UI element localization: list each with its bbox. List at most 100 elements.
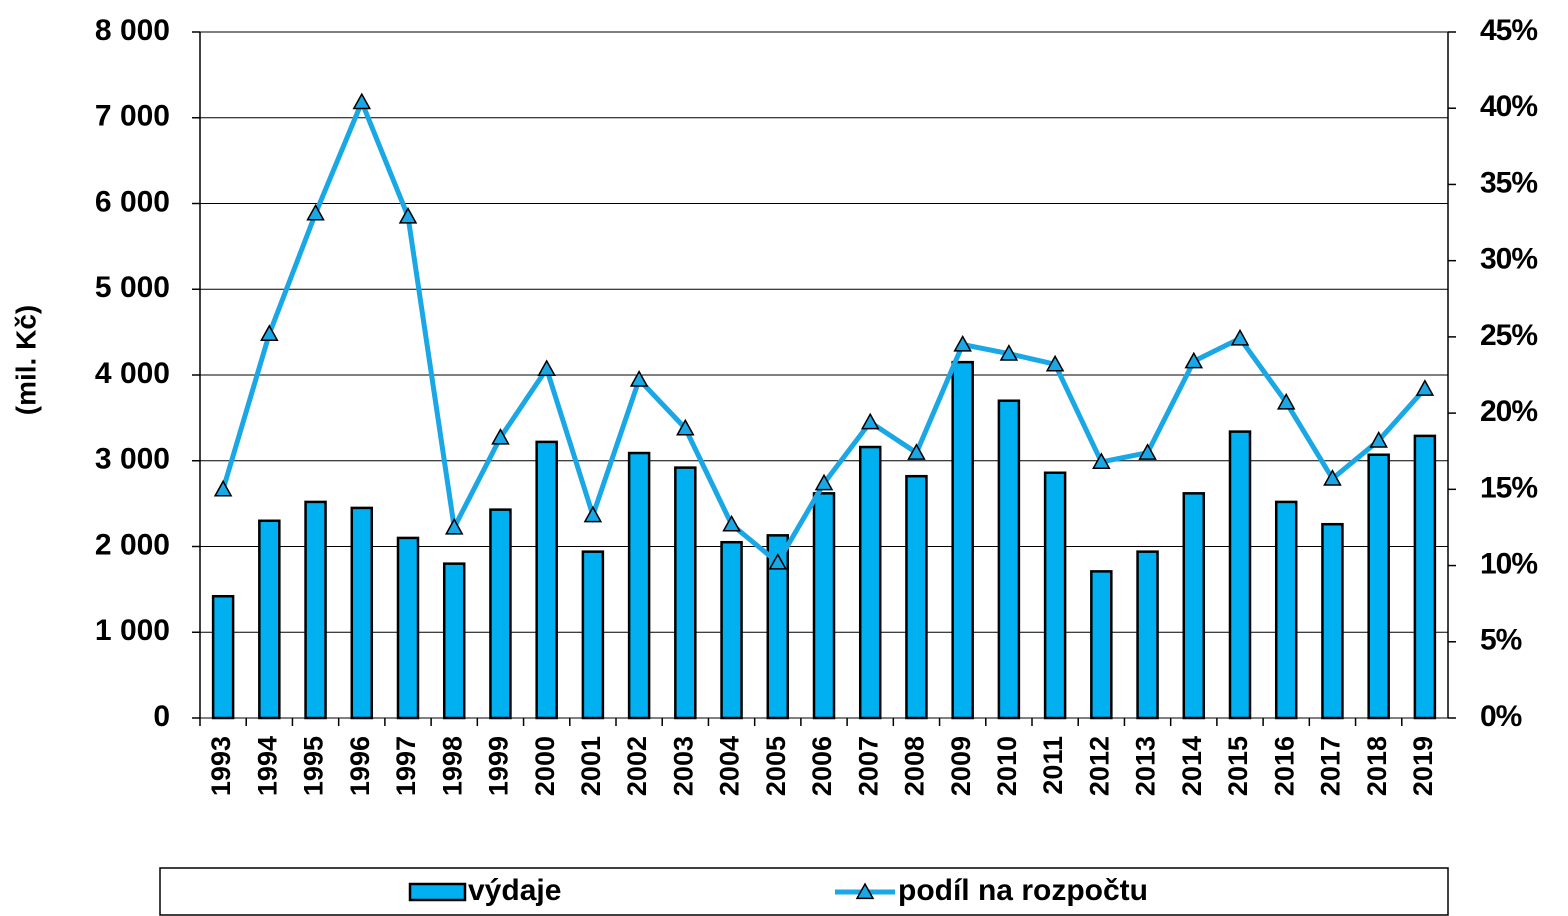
bar: [905, 474, 928, 720]
x-tick-label: 2009: [946, 736, 976, 796]
marker: [306, 203, 325, 221]
marker: [860, 412, 880, 430]
marker: [537, 359, 556, 377]
marker: [676, 418, 695, 436]
x-tick-label: 2002: [622, 736, 652, 796]
bar: [1413, 434, 1437, 720]
marker: [814, 473, 834, 491]
x-tick-label: 1993: [206, 736, 236, 796]
y2-tick-label: 15%: [1480, 471, 1537, 504]
legend-swatch: [408, 882, 467, 902]
marker: [213, 479, 233, 497]
x-tick-label: 2016: [1269, 736, 1299, 796]
y-tick-label: 2 000: [95, 528, 170, 561]
x-tick-label: 1996: [345, 736, 375, 796]
marker: [907, 443, 926, 460]
bar: [627, 451, 651, 720]
y-tick-label: 6 000: [95, 185, 170, 218]
marker: [1045, 354, 1065, 372]
x-tick-label: 2012: [1084, 736, 1114, 796]
marker: [491, 427, 510, 445]
y-tick-label: 4 000: [95, 357, 170, 390]
y2-tick-label: 5%: [1480, 624, 1522, 657]
bar: [1367, 453, 1390, 720]
y-tick-label: 5 000: [95, 271, 170, 304]
marker: [722, 514, 741, 532]
marker: [1092, 452, 1111, 470]
marker: [444, 517, 464, 535]
marker: [1369, 431, 1388, 448]
x-tick-label: 2019: [1408, 736, 1438, 796]
marker: [953, 334, 972, 352]
x-tick-label: 2006: [807, 736, 837, 796]
x-tick-label: 2004: [715, 736, 745, 796]
x-tick-label: 1994: [252, 736, 282, 796]
x-tick-label: 2015: [1223, 736, 1253, 796]
bar: [766, 534, 790, 720]
bar: [258, 519, 281, 720]
legend-label: podíl na rozpočtu: [898, 874, 1148, 907]
y2-tick-label: 0%: [1480, 700, 1522, 733]
bar: [304, 500, 327, 720]
x-tick-label: 2011: [1038, 736, 1068, 795]
legend-box: [159, 867, 1449, 916]
bar: [720, 540, 743, 720]
x-tick-label: 2010: [992, 736, 1022, 796]
bar: [581, 550, 605, 720]
x-tick-label: 2000: [530, 736, 560, 796]
y-tick-label: 7 000: [95, 100, 170, 133]
x-tick-label: 2007: [853, 736, 883, 796]
y-tick-label: 0: [153, 700, 170, 733]
x-tick-label: 2013: [1131, 736, 1161, 796]
x-tick-label: 2001: [576, 736, 606, 796]
x-tick-label: 1998: [437, 736, 467, 796]
y2-tick-label: 40%: [1480, 90, 1537, 123]
x-tick-label: 1999: [484, 736, 514, 796]
bar: [350, 506, 374, 720]
y2-tick-label: 20%: [1480, 395, 1537, 428]
bar: [812, 492, 836, 720]
x-tick-label: 1995: [299, 736, 329, 796]
x-tick-label: 2014: [1177, 736, 1207, 796]
marker: [1323, 469, 1342, 486]
marker: [398, 206, 418, 224]
bar: [1321, 522, 1344, 720]
y2-tick-label: 10%: [1480, 547, 1537, 580]
y-tick-label: 3 000: [95, 443, 170, 476]
bar: [1136, 550, 1159, 720]
bar: [997, 399, 1021, 720]
x-tick-label: 2008: [900, 736, 930, 796]
bar: [1043, 471, 1067, 720]
marker: [999, 344, 1019, 361]
bar: [1228, 430, 1252, 720]
marker: [1230, 328, 1250, 346]
y-tick-label: 8 000: [95, 14, 170, 47]
bar: [1274, 500, 1298, 720]
y-tick-label: 1 000: [95, 614, 170, 647]
bar: [442, 562, 466, 720]
x-tick-label: 2005: [761, 736, 791, 796]
bar: [1182, 492, 1206, 720]
y2-tick-label: 25%: [1480, 319, 1537, 352]
marker: [1276, 392, 1296, 410]
x-tick-label: 2003: [668, 736, 698, 796]
marker: [1184, 351, 1204, 369]
bar: [489, 508, 512, 720]
y2-tick-label: 45%: [1480, 14, 1537, 47]
x-tick-label: 2017: [1316, 736, 1346, 796]
bar: [1090, 570, 1113, 720]
bar: [674, 466, 697, 720]
marker: [1415, 379, 1435, 396]
x-tick-label: 2018: [1362, 736, 1392, 796]
bar: [535, 440, 558, 720]
y-axis-label: (mil. Kč): [10, 305, 41, 415]
marker: [1138, 443, 1157, 460]
y2-tick-label: 30%: [1480, 243, 1537, 276]
bar: [858, 445, 882, 720]
x-tick-label: 1997: [391, 736, 421, 796]
legend-marker: [855, 882, 875, 900]
marker: [768, 552, 788, 570]
bar: [211, 594, 235, 720]
bar: [951, 360, 974, 720]
